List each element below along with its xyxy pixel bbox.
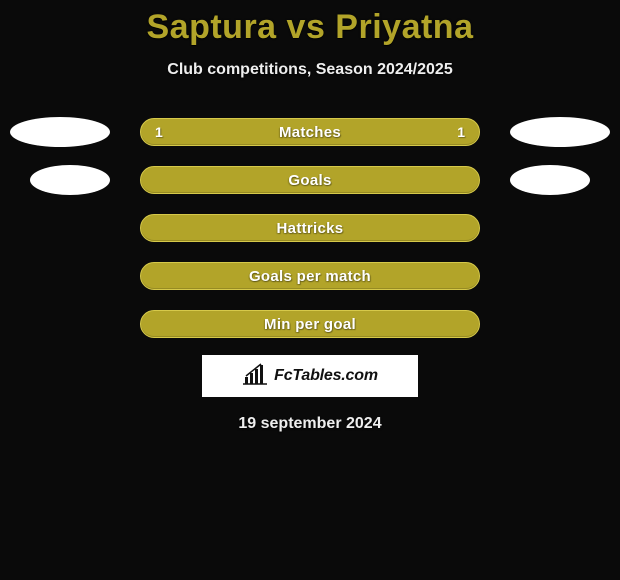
stat-pill: Goals <box>140 166 480 194</box>
stat-pill: Min per goal <box>140 310 480 338</box>
left-marker <box>30 165 110 195</box>
stats-card: Saptura vs Priyatna Club competitions, S… <box>0 0 620 433</box>
snapshot-date: 19 september 2024 <box>238 415 381 433</box>
stat-label: Min per goal <box>264 316 356 333</box>
page-subtitle: Club competitions, Season 2024/2025 <box>167 61 452 79</box>
left-marker <box>10 117 110 147</box>
brand-text: FcTables.com <box>274 367 378 385</box>
stat-row: Goals per match <box>0 261 620 291</box>
stat-label: Goals per match <box>249 268 371 285</box>
left-spacer <box>10 213 110 243</box>
stat-label: Goals <box>288 172 331 189</box>
stat-pill: Hattricks <box>140 214 480 242</box>
stat-row: Min per goal <box>0 309 620 339</box>
stat-row: Goals <box>0 165 620 195</box>
right-spacer <box>510 261 610 291</box>
stat-label: Hattricks <box>277 220 344 237</box>
right-marker <box>510 165 590 195</box>
right-spacer <box>510 213 610 243</box>
page-title: Saptura vs Priyatna <box>147 8 474 47</box>
stat-pill: Goals per match <box>140 262 480 290</box>
stat-row: Hattricks <box>0 213 620 243</box>
left-spacer <box>10 309 110 339</box>
brand-badge[interactable]: FcTables.com <box>202 355 418 397</box>
stats-rows: 1 Matches 1 Goals Hattricks Goals per match Mi… <box>0 117 620 339</box>
stat-pill: 1 Matches 1 <box>140 118 480 146</box>
stat-value-left: 1 <box>155 124 163 140</box>
right-marker <box>510 117 610 147</box>
barchart-icon <box>242 363 268 390</box>
left-spacer <box>10 261 110 291</box>
right-spacer <box>510 309 610 339</box>
stat-row: 1 Matches 1 <box>0 117 620 147</box>
stat-value-right: 1 <box>457 124 465 140</box>
stat-label: Matches <box>279 124 341 141</box>
